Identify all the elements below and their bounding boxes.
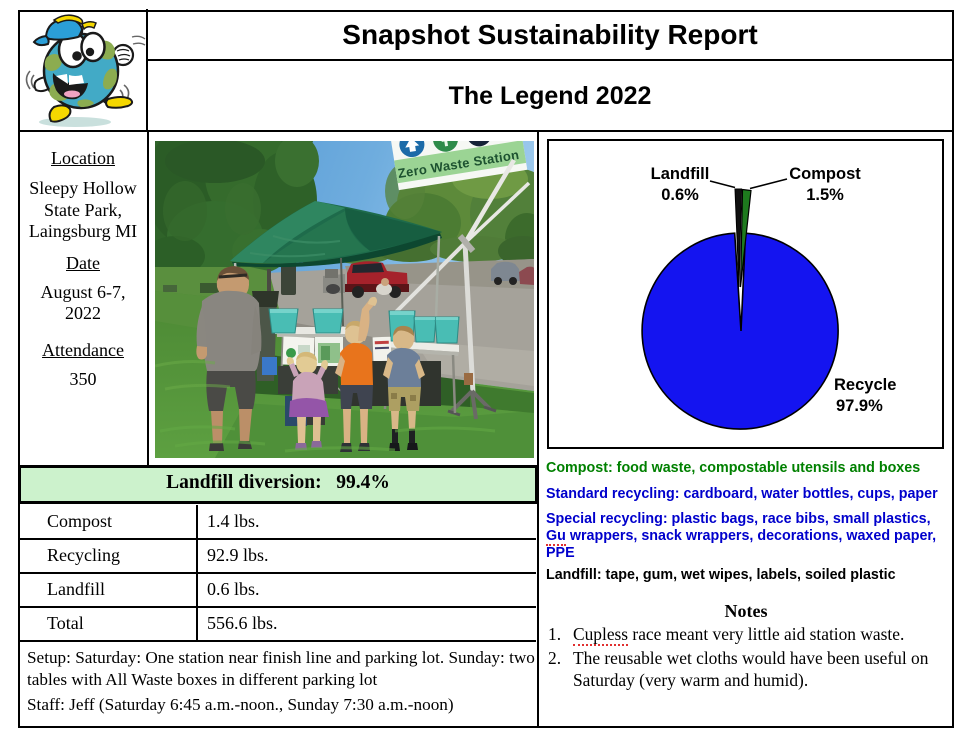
svg-text:Landfill: Landfill xyxy=(651,165,710,183)
svg-text:1.5%: 1.5% xyxy=(806,186,844,204)
svg-text:97.9%: 97.9% xyxy=(836,397,883,415)
svg-text:Recycle: Recycle xyxy=(834,376,896,394)
svg-text:Compost: Compost xyxy=(789,165,861,183)
svg-text:0.6%: 0.6% xyxy=(661,186,699,204)
